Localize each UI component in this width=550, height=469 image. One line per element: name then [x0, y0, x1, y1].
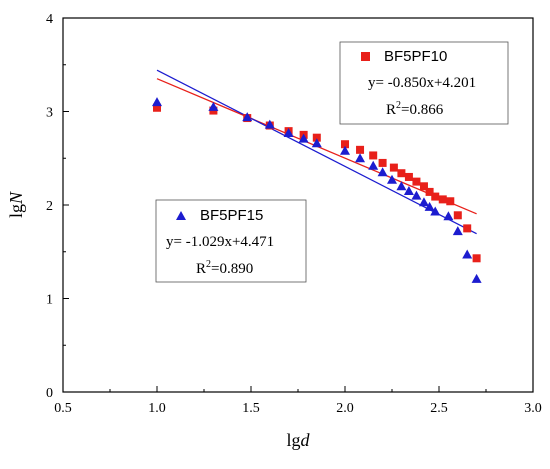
point-bf5pf10: [412, 177, 421, 186]
point-bf5pf10: [378, 158, 387, 167]
legend-r2: R2=0.890: [196, 259, 253, 277]
point-bf5pf10: [438, 195, 447, 204]
point-bf5pf10: [453, 211, 462, 220]
y-tick-label: 0: [46, 386, 53, 401]
point-bf5pf15: [462, 249, 473, 259]
legend-equation: y= -1.029x+4.471: [166, 234, 274, 250]
point-bf5pf10: [341, 140, 349, 149]
legend-r2: R2=0.866: [386, 100, 444, 118]
axis-ticks: 0.5 1.0 1.5 2.0 2.5 3.0 0 1 2 3 4: [46, 12, 542, 416]
x-tick-label: 0.5: [54, 401, 72, 416]
point-bf5pf15: [355, 153, 366, 163]
point-bf5pf10: [425, 187, 434, 196]
x-tick-label: 3.0: [524, 401, 542, 416]
point-bf5pf10: [404, 172, 413, 181]
point-bf5pf15: [311, 138, 322, 148]
x-tick-label: 1.5: [242, 401, 260, 416]
point-bf5pf15: [403, 185, 414, 195]
point-bf5pf10: [463, 224, 472, 233]
point-bf5pf10: [397, 169, 406, 178]
point-bf5pf10: [419, 182, 428, 191]
point-bf5pf15: [430, 206, 441, 216]
point-bf5pf15: [418, 197, 429, 207]
point-bf5pf15: [152, 97, 162, 107]
point-bf5pf10: [153, 103, 161, 112]
point-bf5pf15: [424, 201, 435, 211]
x-tick-label: 2.0: [336, 401, 354, 416]
legend-series-name: BF5PF15: [200, 207, 263, 224]
x-tick-label: 2.5: [430, 401, 448, 416]
point-bf5pf10: [312, 133, 321, 142]
y-axis-label: lgN: [6, 191, 26, 218]
point-bf5pf15: [298, 133, 309, 143]
point-bf5pf10: [369, 151, 378, 160]
point-bf5pf15: [411, 190, 422, 200]
point-bf5pf10: [389, 163, 398, 172]
legend-series-name: BF5PF10: [384, 48, 447, 65]
y-tick-label: 3: [46, 106, 53, 121]
point-bf5pf10: [446, 197, 455, 206]
legend-bf5pf10: BF5PF10 y= -0.850x+4.201 R2=0.866: [339, 41, 509, 125]
y-tick-label: 1: [46, 293, 53, 308]
point-bf5pf15: [396, 181, 407, 191]
point-bf5pf15: [283, 128, 294, 138]
point-bf5pf15: [452, 226, 463, 236]
x-tick-label: 1.0: [148, 401, 166, 416]
legend-marker-triangle: [176, 211, 186, 220]
legend-bf5pf15: BF5PF15 y= -1.029x+4.471 R2=0.890: [155, 199, 307, 283]
legend-equation: y= -0.850x+4.201: [368, 75, 476, 91]
y-tick-label: 2: [46, 199, 53, 214]
point-bf5pf15: [368, 160, 379, 170]
data-points: [152, 97, 482, 283]
point-bf5pf15: [443, 211, 454, 221]
point-bf5pf10: [472, 254, 481, 263]
point-bf5pf10: [356, 145, 365, 154]
legend-marker-square: [361, 52, 370, 61]
y-tick-label: 4: [46, 12, 53, 27]
x-axis-label: lgd: [286, 430, 310, 450]
point-bf5pf15: [242, 112, 253, 122]
point-bf5pf10: [431, 192, 440, 201]
point-bf5pf15: [208, 101, 219, 111]
point-bf5pf15: [471, 273, 482, 283]
point-bf5pf15: [377, 167, 388, 177]
fit-line-bf5pf15: [156, 69, 477, 235]
point-bf5pf15: [340, 145, 350, 155]
point-bf5pf15: [264, 119, 275, 129]
point-bf5pf15: [387, 174, 397, 184]
